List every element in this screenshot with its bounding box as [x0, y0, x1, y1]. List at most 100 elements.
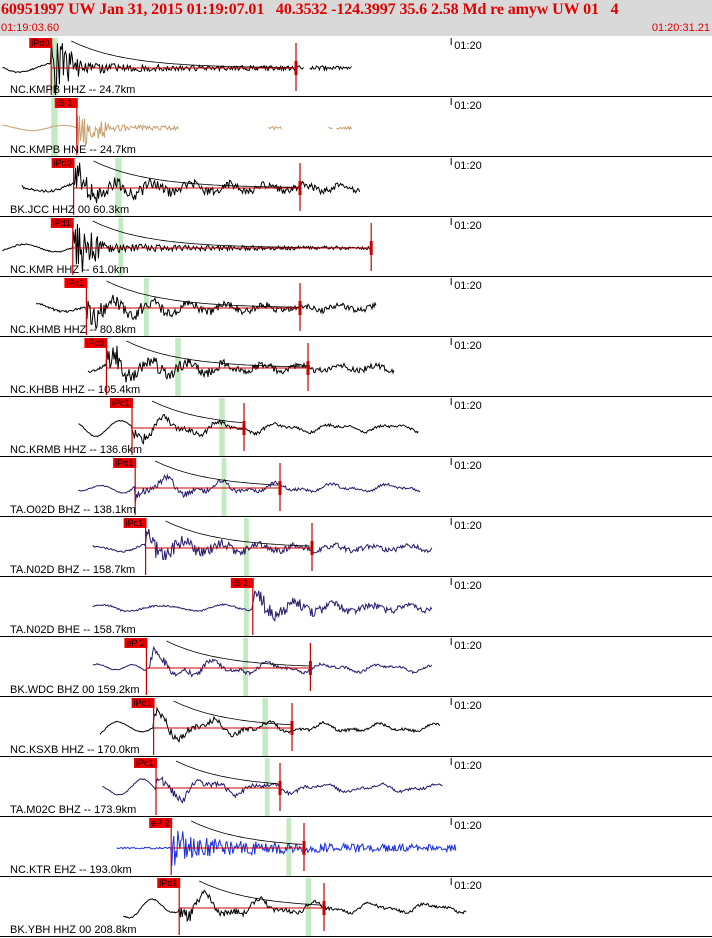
minute-tick-label: 01:20 [454, 400, 482, 412]
waveform [35, 294, 377, 331]
waveform [78, 473, 421, 503]
waveform [2, 115, 352, 147]
channel-label: TA.N02D BHZ -- 158.7km [10, 564, 135, 576]
coda-end-box [242, 421, 246, 435]
channel-row: 01:20 iPd0 NC.KMPB HHZ -- 24.7km [0, 38, 712, 97]
coda-envelope [165, 520, 310, 547]
waveform [123, 889, 467, 923]
pick-box[interactable] [64, 278, 88, 288]
minute-tick-label: 01:20 [454, 640, 482, 652]
coda-end-box [290, 721, 294, 735]
minute-tick-label: 01:20 [454, 160, 482, 172]
analysis-window [221, 458, 227, 516]
coda-end-box [369, 241, 373, 255]
analysis-window [219, 398, 225, 456]
pick-box[interactable] [157, 878, 181, 888]
pick-box[interactable] [124, 638, 148, 648]
channel-row: 01:20 iS 1 TA.N02D BHE -- 158.7km [0, 578, 712, 637]
coda-end-box [278, 781, 282, 795]
coda-envelope [166, 640, 311, 667]
channel-label: NC.KSXB HHZ -- 170.0km [10, 744, 140, 756]
pick-box[interactable] [50, 218, 74, 228]
pick-box[interactable] [149, 818, 173, 828]
coda-envelope [155, 460, 279, 486]
pick-box[interactable] [29, 38, 53, 48]
pick-label[interactable]: iPc1 [112, 398, 130, 408]
pick-label[interactable]: iPd0 [31, 38, 49, 48]
pick-label[interactable]: eP 2 [151, 818, 169, 828]
pick-box[interactable] [84, 338, 108, 348]
analysis-window [264, 758, 270, 816]
window-end-time: 01:20:31.21 [651, 22, 710, 34]
pick-label[interactable]: eP 2 [126, 638, 144, 648]
minute-tick-label: 01:20 [454, 40, 482, 52]
channel-row: 01:20 iPc1 NC.KRMB HHZ -- 136.6km [0, 398, 712, 457]
pick-box[interactable] [131, 698, 155, 708]
waveform [87, 345, 395, 383]
pick-box[interactable] [113, 458, 137, 468]
channel-label: NC.KRMB HHZ -- 136.6km [10, 444, 142, 456]
channel-row: 01:20 eP 2 NC.KTR EHZ -- 193.0km [0, 818, 712, 877]
channel-row: 01:20 iPd1 TA.O02D BHZ -- 138.1km [0, 458, 712, 517]
event-header: 60951997 UW Jan 31, 2015 01:19:07.01 40.… [0, 0, 712, 36]
pick-box[interactable] [123, 518, 147, 528]
pick-label[interactable]: iPd1 [53, 218, 71, 228]
minute-tick-label: 01:20 [454, 460, 482, 472]
coda-envelope [173, 700, 291, 726]
pick-label[interactable]: iS 1 [233, 578, 249, 588]
coda-end-box [306, 361, 310, 375]
channel-row: 01:20 eP 2 BK.WDC BHZ 00 159.2km [0, 638, 712, 697]
channel-row: 01:20 iPc1 TA.M02C BHZ -- 173.9km [0, 758, 712, 817]
minute-tick-label: 01:20 [454, 280, 482, 292]
coda-envelope [106, 280, 299, 308]
coda-end-box [322, 901, 326, 915]
channel-label: NC.KHBB HHZ -- 105.4km [10, 384, 140, 396]
pick-label[interactable]: iPc1 [66, 278, 84, 288]
channel-label: BK.YBH HHZ 00 208.8km [10, 924, 137, 936]
waveform [116, 830, 457, 867]
channel-label: NC.KMPB HHZ -- 24.7km [10, 84, 135, 96]
pick-label[interactable]: iPc1 [136, 758, 154, 768]
pick-label[interactable]: iPd1 [115, 458, 133, 468]
analysis-window [243, 638, 248, 696]
pick-label[interactable]: iPc0 [86, 338, 104, 348]
channel-label: BK.WDC BHZ 00 159.2km [10, 684, 140, 696]
coda-envelope [199, 880, 323, 906]
coda-envelope [93, 160, 298, 188]
pick-label[interactable]: iPd1 [134, 698, 152, 708]
channel-label: NC.KHMB HHZ -- 80.8km [10, 324, 136, 336]
pick-box[interactable] [51, 158, 75, 168]
minute-tick-label: 01:20 [454, 580, 482, 592]
pick-label[interactable]: iPd1 [159, 878, 177, 888]
coda-end-box [310, 541, 314, 555]
coda-end-box [278, 481, 282, 495]
pick-label[interactable]: iPd0 [54, 158, 72, 168]
channel-row: 01:20 iPc1 NC.KHMB HHZ -- 80.8km [0, 278, 712, 337]
coda-end-box [302, 841, 306, 855]
waveform [92, 645, 433, 678]
pick-box[interactable] [110, 398, 133, 408]
minute-tick-label: 01:20 [454, 880, 482, 892]
pick-box[interactable] [54, 98, 78, 108]
waveform [92, 529, 433, 560]
pick-box[interactable] [134, 758, 157, 768]
event-title: 60951997 UW Jan 31, 2015 01:19:07.01 40.… [1, 1, 619, 18]
waveform [102, 776, 443, 804]
coda-envelope [191, 820, 303, 845]
channel-label: NC.KMPB HNE -- 24.7km [10, 144, 136, 156]
waveform [99, 706, 441, 743]
coda-end-box [294, 61, 298, 75]
minute-tick-label: 01:20 [454, 760, 482, 772]
coda-end-box [298, 181, 302, 195]
pick-label[interactable]: iS 1 [57, 98, 73, 108]
channel-label: BK.JCC HHZ 00 60.3km [10, 204, 129, 216]
coda-envelope [151, 400, 243, 424]
pick-label[interactable]: iPc1 [126, 518, 144, 528]
minute-tick-label: 01:20 [454, 700, 482, 712]
channel-row: 01:20 iPd1 NC.KSXB HHZ -- 170.0km [0, 698, 712, 757]
analysis-window [286, 818, 292, 876]
minute-tick-label: 01:20 [454, 820, 482, 832]
pick-box[interactable] [230, 578, 254, 588]
coda-end-box [298, 301, 302, 315]
